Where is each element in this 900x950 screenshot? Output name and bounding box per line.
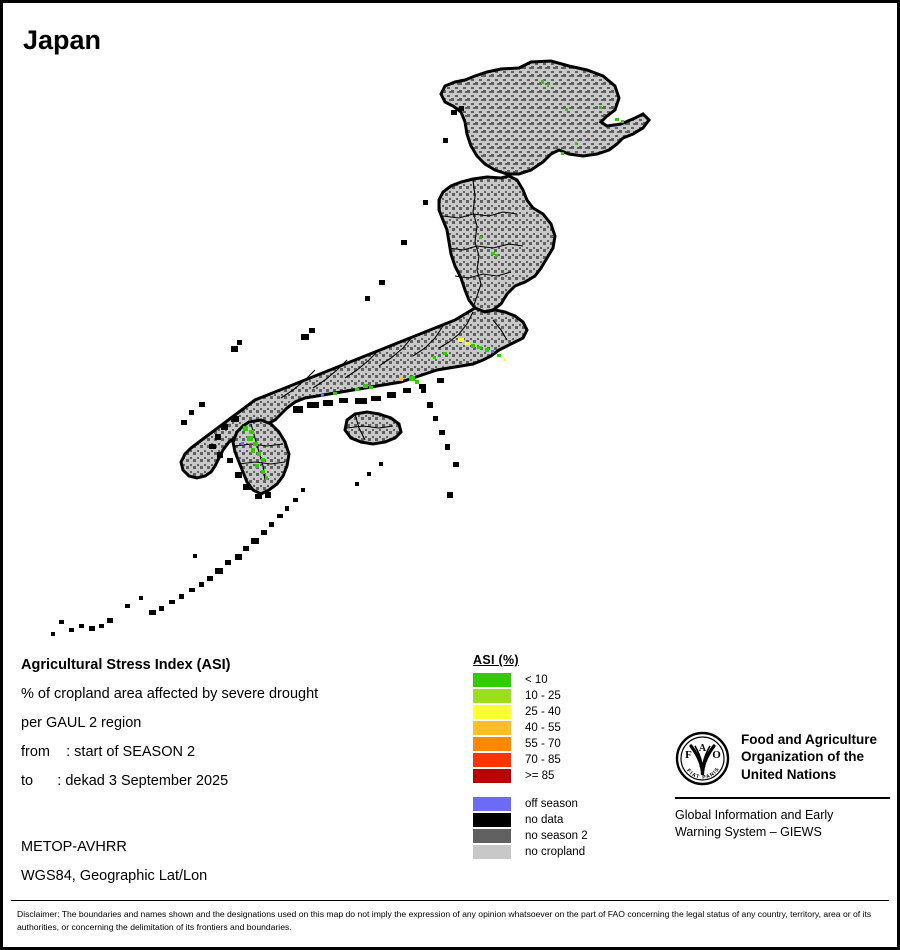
map-canvas	[3, 58, 897, 643]
legend-swatch-status-0	[473, 797, 511, 811]
fao-organization-name: Food and Agriculture Organization of the…	[741, 731, 877, 783]
legend-label-asi-4: 55 - 70	[525, 738, 561, 750]
legend-item-asi-2: 25 - 40	[473, 704, 653, 720]
legend-swatch-status-1	[473, 813, 511, 827]
disclaimer-divider	[11, 900, 889, 901]
legend-label-status-3: no cropland	[525, 846, 586, 858]
legend-swatch-asi-4	[473, 737, 511, 751]
small-offshore-islands	[231, 106, 464, 352]
giews-system-name: Global Information and Early Warning Sys…	[675, 807, 890, 840]
ryukyu-islands	[51, 462, 383, 636]
landmass-shikoku	[343, 410, 403, 446]
legend-item-status-1: no data	[473, 812, 653, 828]
legend-item-asi-1: 10 - 25	[473, 688, 653, 704]
svg-text:F: F	[685, 749, 692, 761]
fao-divider	[675, 797, 890, 799]
svg-text:A: A	[699, 743, 707, 754]
legend-label-asi-6: >= 85	[525, 770, 555, 782]
legend-label-asi-2: 25 - 40	[525, 706, 561, 718]
legend-item-asi-3: 40 - 55	[473, 720, 653, 736]
central-honshu-colored-pixels	[321, 338, 506, 397]
info-line-from: from : start of SEASON 2	[21, 744, 196, 760]
legend-label-asi-5: 70 - 85	[525, 754, 561, 766]
info-block: Agricultural Stress Index (ASI) % of cro…	[21, 657, 441, 802]
giews-line-2: Warning System – GIEWS	[675, 824, 822, 839]
landmass-hokkaido	[439, 59, 651, 176]
legend-item-status-2: no season 2	[473, 828, 653, 844]
legend-item-asi-5: 70 - 85	[473, 752, 653, 768]
legend-spacer	[473, 784, 653, 796]
legend-item-asi-4: 55 - 70	[473, 736, 653, 752]
map-legend: ASI (%) < 10 10 - 25 25 - 40 40 - 55 55 …	[473, 653, 653, 860]
kyushu-colored-pixels	[241, 426, 268, 480]
legend-title: ASI (%)	[473, 653, 519, 667]
prefecture-boundaries-central	[280, 311, 508, 399]
legend-label-asi-0: < 10	[525, 674, 548, 686]
izu-islands	[421, 388, 459, 498]
fao-branding: A F O FIAT PANIS Food and Agriculture Or…	[675, 731, 890, 840]
legend-label-status-1: no data	[525, 814, 564, 826]
legend-item-asi-0: < 10	[473, 672, 653, 688]
prefecture-boundaries-tohoku	[442, 179, 524, 309]
legend-label-asi-1: 10 - 25	[525, 690, 561, 702]
source-block: METOP-AVHRR WGS84, Geographic Lat/Lon	[21, 839, 441, 897]
legend-swatch-asi-3	[473, 721, 511, 735]
info-line-to: to : dekad 3 September 2025	[21, 773, 229, 789]
info-line-description: % of cropland area affected by severe dr…	[21, 686, 319, 702]
fao-logo-icon: A F O FIAT PANIS	[675, 731, 730, 786]
page-title: Japan	[23, 25, 102, 55]
legend-swatch-asi-5	[473, 753, 511, 767]
legend-swatch-asi-2	[473, 705, 511, 719]
legend-label-status-0: off season	[525, 798, 578, 810]
svg-text:O: O	[712, 749, 721, 761]
legend-label-asi-3: 40 - 55	[525, 722, 561, 734]
legend-swatch-asi-0	[473, 673, 511, 687]
legend-swatch-status-2	[473, 829, 511, 843]
legend-item-status-3: no cropland	[473, 844, 653, 860]
legend-swatch-asi-6	[473, 769, 511, 783]
fao-org-line-1: Food and Agriculture	[741, 732, 877, 747]
projection-label: WGS84, Geographic Lat/Lon	[21, 868, 208, 884]
tohoku-speckles	[479, 236, 498, 257]
legend-item-status-0: off season	[473, 796, 653, 812]
legend-swatch-status-3	[473, 845, 511, 859]
legend-label-status-2: no season 2	[525, 830, 588, 842]
info-heading: Agricultural Stress Index (ASI)	[21, 657, 231, 673]
info-line-region: per GAUL 2 region	[21, 715, 142, 731]
legend-swatch-asi-1	[473, 689, 511, 703]
disclaimer-text: Disclaimer: The boundaries and names sho…	[17, 909, 872, 932]
no-data-coastal-pixels	[181, 378, 444, 499]
fao-header: A F O FIAT PANIS Food and Agriculture Or…	[675, 731, 890, 786]
hokkaido-speckles	[541, 80, 624, 155]
landmass-honshu-central	[179, 306, 529, 480]
giews-line-1: Global Information and Early	[675, 808, 834, 822]
sensor-label: METOP-AVHRR	[21, 839, 127, 855]
fao-org-line-3: United Nations	[741, 766, 837, 782]
legend-item-asi-6: >= 85	[473, 768, 653, 784]
fao-org-line-2: Organization of the	[741, 749, 864, 765]
